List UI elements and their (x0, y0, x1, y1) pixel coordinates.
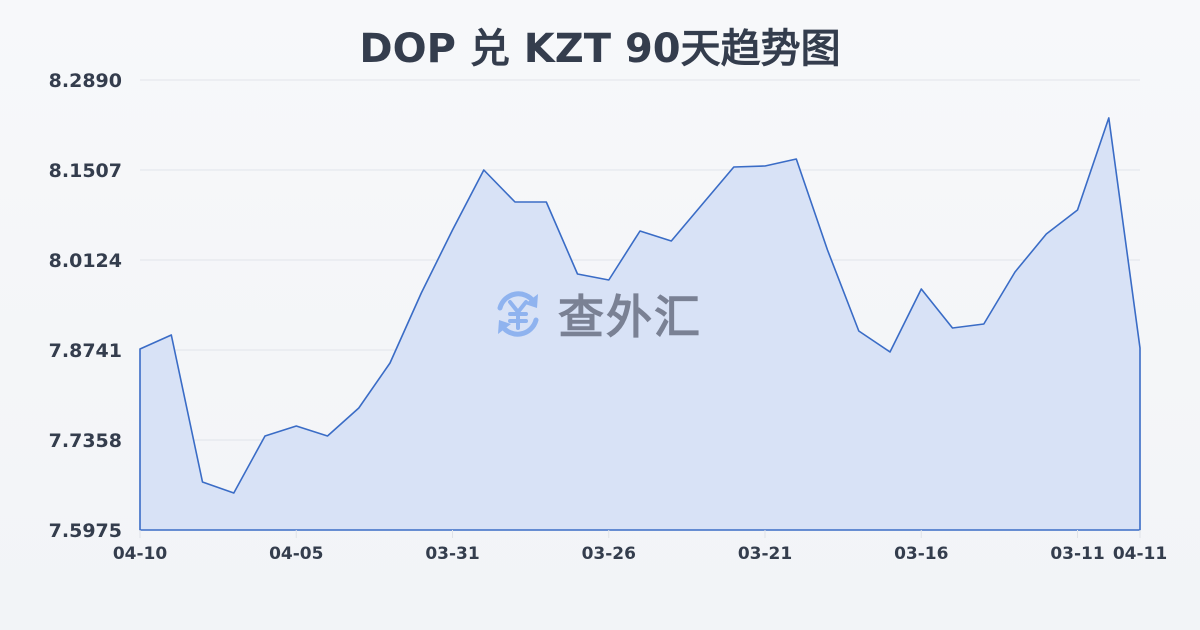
y-tick-label: 7.8741 (49, 340, 122, 362)
x-tick-label: 03-16 (894, 544, 948, 564)
x-tick-label: 04-05 (269, 544, 323, 564)
chart-title: DOP 兑 KZT 90天趋势图 (359, 26, 841, 72)
area-fill (140, 117, 1140, 531)
series-line (139, 117, 1141, 531)
x-tick-label: 03-26 (582, 544, 636, 564)
yen-exchange-icon (497, 291, 539, 337)
watermark-text: 查外汇 (558, 290, 702, 344)
x-axis-ticks: 04-10 04-05 03-31 03-26 03-21 03-16 03-11 04-11 (113, 530, 1167, 564)
x-tick-label: 04-11 (1113, 544, 1167, 564)
y-tick-label: 8.2890 (49, 70, 122, 92)
x-tick-label: 03-31 (425, 544, 479, 564)
y-tick-label: 8.1507 (49, 160, 122, 182)
y-tick-label: 7.5975 (49, 520, 122, 542)
y-axis-ticks: 8.2890 8.1507 8.0124 7.8741 7.7358 7.5975 (49, 70, 122, 542)
x-tick-label: 04-10 (113, 544, 168, 564)
watermark: 查外汇 (488, 286, 702, 344)
x-tick-label: 03-21 (738, 544, 792, 564)
y-tick-label: 7.7358 (49, 430, 122, 452)
x-tick-label: 03-11 (1050, 544, 1104, 564)
y-tick-label: 8.0124 (49, 250, 122, 272)
